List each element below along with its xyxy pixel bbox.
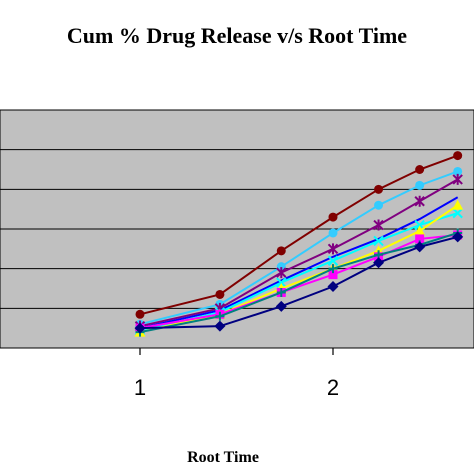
series-2-point (328, 228, 338, 238)
series-8-point (276, 287, 286, 297)
series-1-point (374, 184, 384, 194)
series-1 (135, 151, 463, 319)
series-9-point (452, 231, 464, 243)
x-axis (139, 348, 334, 355)
series-3-point (414, 195, 425, 207)
series-5-point (327, 255, 339, 266)
series-1-point (453, 151, 463, 161)
series-8-point (215, 311, 225, 321)
series-1-point (135, 309, 145, 319)
chart-title: Cum % Drug Release v/s Root Time (67, 23, 407, 48)
series-9-point (214, 320, 226, 332)
x-tick-label-1: 1 (134, 375, 146, 400)
series-9-point (275, 300, 287, 312)
series-3-point (276, 267, 287, 279)
series-7-point (415, 234, 425, 244)
series-9 (134, 231, 464, 334)
series-2-point (276, 262, 286, 272)
series-8-point (328, 264, 338, 274)
series-1-point (328, 212, 338, 222)
x-axis-label: Root Time (187, 449, 259, 466)
series-group (134, 151, 464, 337)
series-5-point (452, 207, 463, 219)
series-1-point (215, 289, 225, 299)
series-6-point (414, 225, 426, 236)
series-7-point (328, 270, 338, 280)
series-9-point (134, 322, 146, 334)
x-tick-labels: 1 2 (134, 375, 339, 400)
series-3-point (452, 173, 463, 185)
series-5-point (373, 235, 384, 247)
series-9-point (327, 281, 339, 293)
series-2-point (453, 166, 463, 176)
series-5-point (276, 277, 287, 288)
series-2-point (415, 180, 425, 190)
series-1-point (415, 165, 425, 174)
series-1-point (276, 246, 286, 256)
series-9-point (373, 257, 385, 269)
series-3-point (327, 243, 339, 255)
x-tick-label-2: 2 (327, 375, 339, 400)
series-2-point (374, 200, 384, 210)
series-3-point (373, 219, 384, 231)
series-6-point (452, 199, 464, 210)
series-9-point (414, 241, 426, 253)
